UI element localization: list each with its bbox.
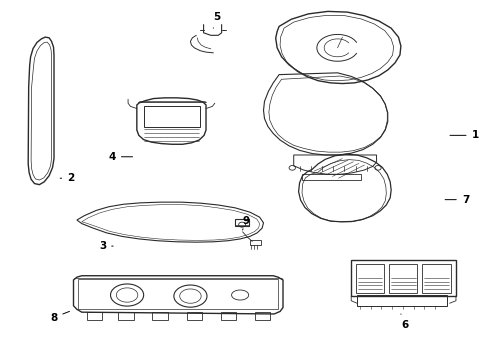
- Text: 4: 4: [108, 152, 133, 162]
- Text: 3: 3: [99, 241, 113, 251]
- Text: 8: 8: [50, 311, 70, 323]
- Bar: [118, 312, 134, 320]
- Text: 2: 2: [60, 173, 74, 183]
- Text: 1: 1: [450, 130, 479, 140]
- Bar: [78, 279, 278, 309]
- Text: 9: 9: [243, 216, 250, 230]
- Text: 7: 7: [445, 195, 469, 204]
- Bar: [250, 240, 261, 245]
- Bar: [152, 312, 168, 320]
- Bar: [187, 312, 202, 320]
- Text: 6: 6: [401, 314, 408, 330]
- Bar: [302, 174, 361, 180]
- Bar: [87, 312, 102, 320]
- Bar: [235, 219, 249, 226]
- Text: 5: 5: [213, 13, 220, 28]
- Bar: [389, 264, 417, 293]
- Bar: [255, 312, 270, 320]
- Bar: [220, 312, 236, 320]
- Bar: [357, 295, 447, 306]
- Bar: [356, 264, 384, 293]
- Bar: [351, 260, 456, 296]
- Bar: [422, 264, 451, 293]
- Bar: [144, 106, 200, 127]
